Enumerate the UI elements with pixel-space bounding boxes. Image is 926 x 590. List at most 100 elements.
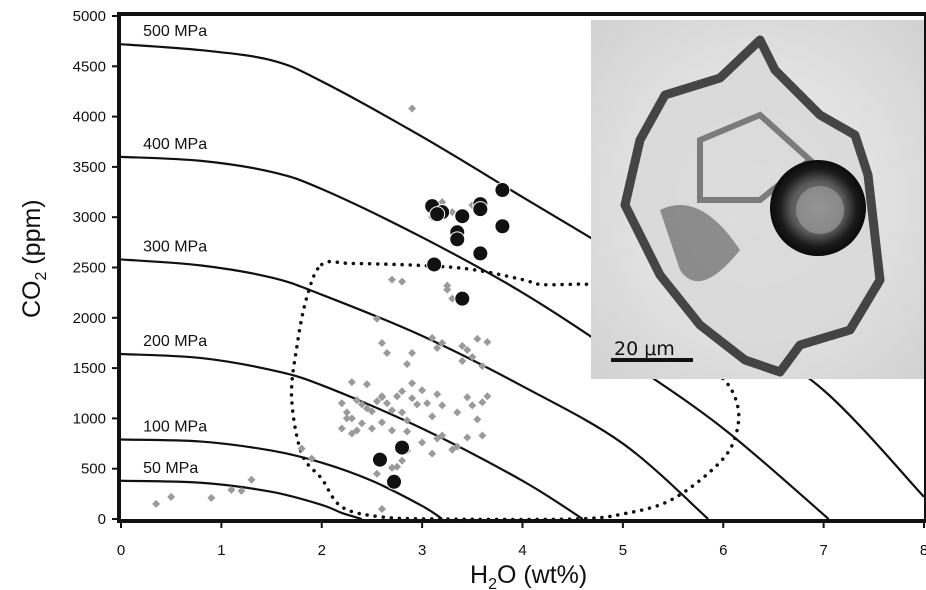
matrix-point [438, 338, 447, 347]
matrix-point [352, 396, 361, 405]
matrix-point [438, 431, 447, 440]
matrix-point [398, 456, 407, 465]
matrix-point [443, 285, 452, 294]
matrix-point [458, 341, 467, 350]
y-tick-label: 1500 [73, 360, 106, 377]
inclusion-point [494, 182, 511, 199]
matrix-point [307, 454, 316, 463]
y-tick-label: 500 [81, 461, 106, 478]
matrix-point [237, 486, 246, 495]
isobar-group: 500 MPa 400 MPa 300 MPa 200 MPa 100 MPa 50 MP… [120, 23, 925, 521]
matrix-point [377, 504, 386, 513]
matrix-point [438, 198, 447, 207]
matrix-point [152, 499, 161, 508]
isobar-line-50-mpa [120, 479, 363, 521]
matrix-point [367, 407, 376, 416]
matrix-point [448, 445, 457, 454]
isobar-label-300-mpa: 300 MPa [143, 238, 207, 255]
matrix-point [413, 400, 422, 409]
matrix-point [367, 424, 376, 433]
matrix-point [398, 387, 407, 396]
matrix-point [483, 337, 492, 346]
inclusion-point [454, 290, 471, 307]
y-tick-label: 4000 [73, 109, 106, 126]
inclusion-point [426, 256, 443, 273]
inclusion-point [472, 245, 489, 262]
matrix-point [352, 426, 361, 435]
matrix-point [342, 408, 351, 417]
matrix-point [388, 463, 397, 472]
y-tick-label: 4500 [73, 58, 106, 75]
y-tick-label: 1000 [73, 410, 106, 427]
matrix-point [453, 442, 462, 451]
matrix-point [337, 399, 346, 408]
matrix-point [448, 294, 457, 303]
isobar-label-400-mpa: 400 MPa [143, 136, 207, 153]
matrix-point [393, 392, 402, 401]
matrix-point [453, 408, 462, 417]
matrix-point [478, 431, 487, 440]
matrix-point [388, 275, 397, 284]
x-tick-label: 6 [719, 542, 727, 559]
inclusion-point [429, 206, 446, 223]
matrix-point [372, 397, 381, 406]
x-tick-label: 2 [318, 542, 326, 559]
inset-shadow-band [660, 205, 740, 282]
matrix-point [372, 314, 381, 323]
matrix-point [408, 104, 417, 113]
x-tick-label: 3 [418, 542, 426, 559]
matrix-point [382, 399, 391, 408]
matrix-point [433, 343, 442, 352]
matrix-point [403, 416, 412, 425]
matrix-point [428, 449, 437, 458]
matrix-point [357, 419, 366, 428]
matrix-point [347, 429, 356, 438]
inclusion-point [472, 201, 489, 218]
matrix-point [433, 390, 442, 399]
x-tick-label: 7 [819, 542, 827, 559]
matrix-point [408, 394, 417, 403]
matrix-point [382, 349, 391, 358]
matrix-point [388, 426, 397, 435]
matrix-point [418, 438, 427, 447]
matrix-point [377, 338, 386, 347]
matrix-point [388, 406, 397, 415]
matrix-point [463, 433, 472, 442]
x-axis: 0 1 2 3 4 5 6 7 8 [117, 521, 926, 559]
matrix-point [247, 475, 256, 484]
matrix-point [423, 399, 432, 408]
matrix-point [347, 378, 356, 387]
inset-bubble-core [796, 186, 844, 234]
y-axis-title: CO2 (ppm) [18, 199, 50, 318]
inset-scale-label: 20 μm [614, 338, 675, 360]
y-tick-label: 3000 [73, 209, 106, 226]
isobar-label-50-mpa: 50 MPa [143, 460, 198, 477]
matrix-point [377, 392, 386, 401]
matrix-point [458, 357, 467, 366]
matrix-point [418, 386, 427, 395]
matrix-point [207, 493, 216, 502]
y-axis: 0 500 1000 1500 2000 2500 3000 3500 4000 4500 5000 [73, 8, 119, 528]
matrix-point [428, 412, 437, 421]
matrix-point [398, 277, 407, 286]
inclusion-point [449, 231, 466, 248]
matrix-series [152, 104, 492, 513]
matrix-point [468, 353, 477, 362]
matrix-point [372, 469, 381, 478]
matrix-point [167, 492, 176, 501]
matrix-point [227, 485, 236, 494]
isobar-line-100-mpa [120, 438, 443, 520]
x-tick-label: 4 [518, 542, 526, 559]
isobar-line-300-mpa [120, 258, 709, 520]
matrix-point [403, 427, 412, 436]
inclusion-point [371, 451, 388, 468]
melt-field-outline [289, 259, 741, 522]
y-tick-label: 2500 [73, 260, 106, 277]
matrix-point [463, 345, 472, 354]
inclusion-series [371, 182, 511, 490]
matrix-point [428, 333, 437, 342]
y-tick-label: 2000 [73, 310, 106, 327]
matrix-point [408, 379, 417, 388]
matrix-point [483, 392, 492, 401]
